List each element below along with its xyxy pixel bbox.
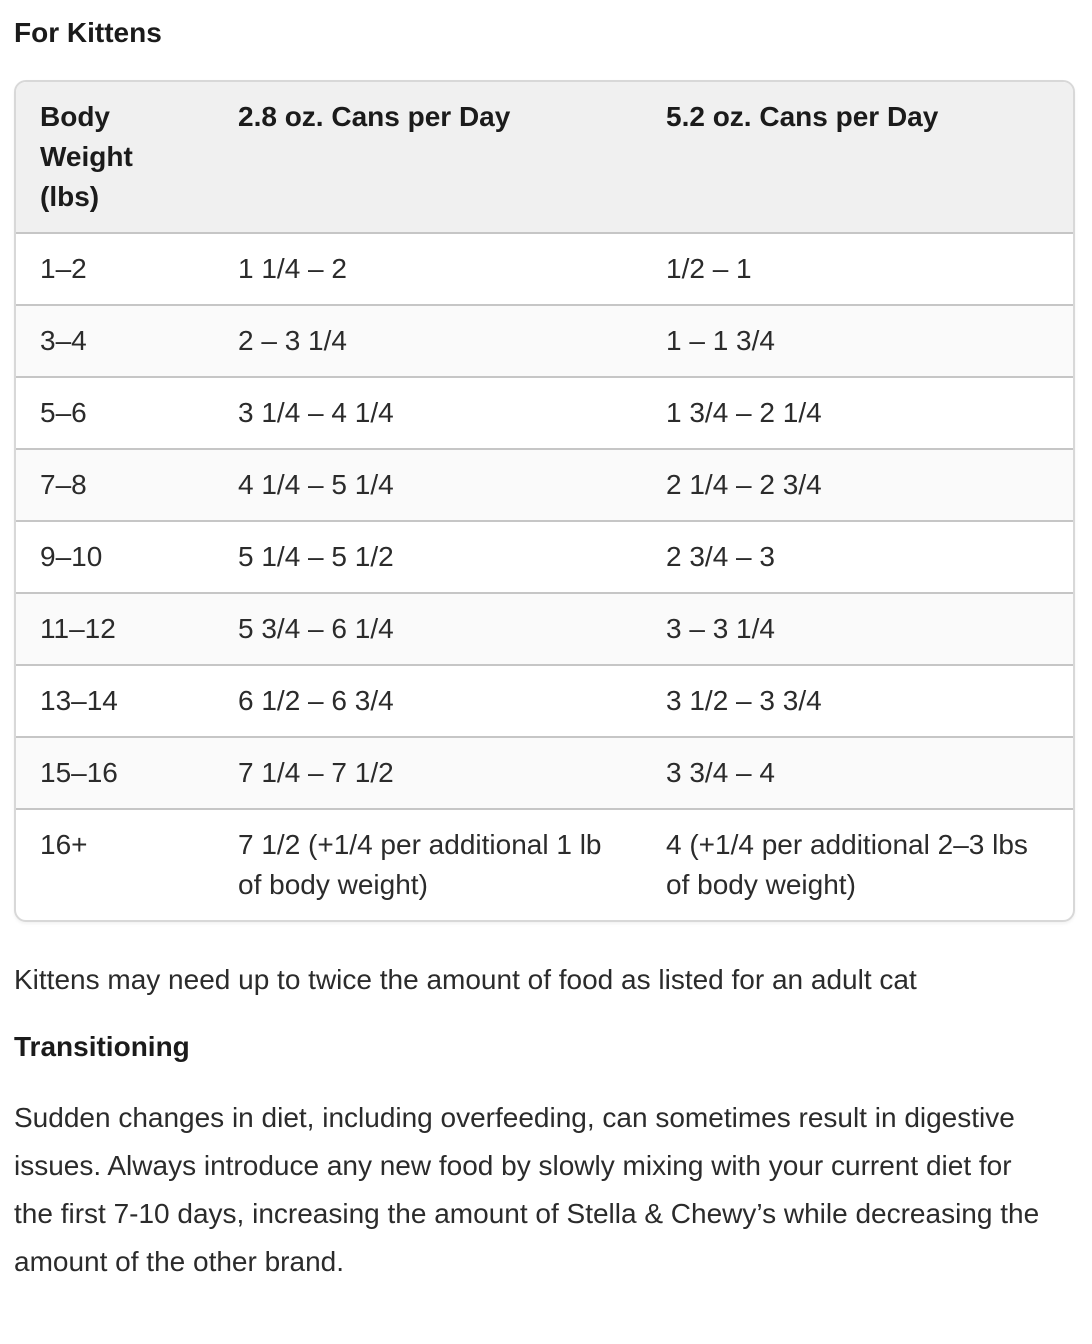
table-cell: 2 1/4 – 2 3/4	[642, 448, 1073, 520]
table-row: 16+ 7 1/2 (+1/4 per additional 1 lb of bo…	[16, 808, 1073, 920]
table-row: 13–14 6 1/2 – 6 3/4 3 1/2 – 3 3/4	[16, 664, 1073, 736]
transitioning-paragraph: Sudden changes in diet, including overfe…	[14, 1102, 1040, 1277]
table-cell: 1 1/4 – 2	[214, 232, 642, 304]
table-cell: 4 (+1/4 per additional 2–3 lbs of body w…	[642, 808, 1073, 920]
table-row: 1–2 1 1/4 – 2 1/2 – 1	[16, 232, 1073, 304]
table-cell: 11–12	[16, 592, 214, 664]
feeding-table-header: Body Weight (lbs) 2.8 oz. Cans per Day 5…	[16, 82, 1073, 232]
column-header-body-weight: Body Weight (lbs)	[16, 82, 214, 232]
table-cell: 5 3/4 – 6 1/4	[214, 592, 642, 664]
table-cell: 1–2	[16, 232, 214, 304]
table-cell: 7–8	[16, 448, 214, 520]
table-cell: 16+	[16, 808, 214, 920]
table-cell: 2 – 3 1/4	[214, 304, 642, 376]
table-cell: 3–4	[16, 304, 214, 376]
table-row: 5–6 3 1/4 – 4 1/4 1 3/4 – 2 1/4	[16, 376, 1073, 448]
table-cell: 2 3/4 – 3	[642, 520, 1073, 592]
for-kittens-heading: For Kittens	[14, 17, 162, 48]
table-row: 11–12 5 3/4 – 6 1/4 3 – 3 1/4	[16, 592, 1073, 664]
table-cell: 13–14	[16, 664, 214, 736]
table-row: 3–4 2 – 3 1/4 1 – 1 3/4	[16, 304, 1073, 376]
kitten-feeding-table: Body Weight (lbs) 2.8 oz. Cans per Day 5…	[14, 80, 1075, 922]
kitten-feeding-guide-section: For Kittens Body Weight (lbs) 2.8 oz. Ca…	[14, 12, 1075, 1286]
transitioning-heading: Transitioning	[14, 1031, 190, 1062]
table-cell: 7 1/4 – 7 1/2	[214, 736, 642, 808]
table-cell: 3 – 3 1/4	[642, 592, 1073, 664]
table-cell: 5 1/4 – 5 1/2	[214, 520, 642, 592]
header-row: Body Weight (lbs) 2.8 oz. Cans per Day 5…	[16, 82, 1073, 232]
table-cell: 3 1/2 – 3 3/4	[642, 664, 1073, 736]
table-cell: 4 1/4 – 5 1/4	[214, 448, 642, 520]
table-cell: 3 3/4 – 4	[642, 736, 1073, 808]
feeding-table-body: 1–2 1 1/4 – 2 1/2 – 1 3–4 2 – 3 1/4 1 – 1 3/4…	[16, 232, 1073, 920]
feeding-table: Body Weight (lbs) 2.8 oz. Cans per Day 5…	[16, 82, 1073, 920]
column-header-2-8oz-cans: 2.8 oz. Cans per Day	[214, 82, 642, 232]
table-cell: 6 1/2 – 6 3/4	[214, 664, 642, 736]
table-cell: 9–10	[16, 520, 214, 592]
table-cell: 1/2 – 1	[642, 232, 1073, 304]
table-cell: 1 3/4 – 2 1/4	[642, 376, 1073, 448]
kittens-note-text: Kittens may need up to twice the amount …	[14, 964, 917, 995]
table-cell: 3 1/4 – 4 1/4	[214, 376, 642, 448]
table-cell: 5–6	[16, 376, 214, 448]
table-row: 9–10 5 1/4 – 5 1/2 2 3/4 – 3	[16, 520, 1073, 592]
table-cell: 15–16	[16, 736, 214, 808]
table-row: 15–16 7 1/4 – 7 1/2 3 3/4 – 4	[16, 736, 1073, 808]
column-header-5-2oz-cans: 5.2 oz. Cans per Day	[642, 82, 1073, 232]
table-row: 7–8 4 1/4 – 5 1/4 2 1/4 – 2 3/4	[16, 448, 1073, 520]
table-cell: 7 1/2 (+1/4 per additional 1 lb of body …	[214, 808, 642, 920]
table-cell: 1 – 1 3/4	[642, 304, 1073, 376]
